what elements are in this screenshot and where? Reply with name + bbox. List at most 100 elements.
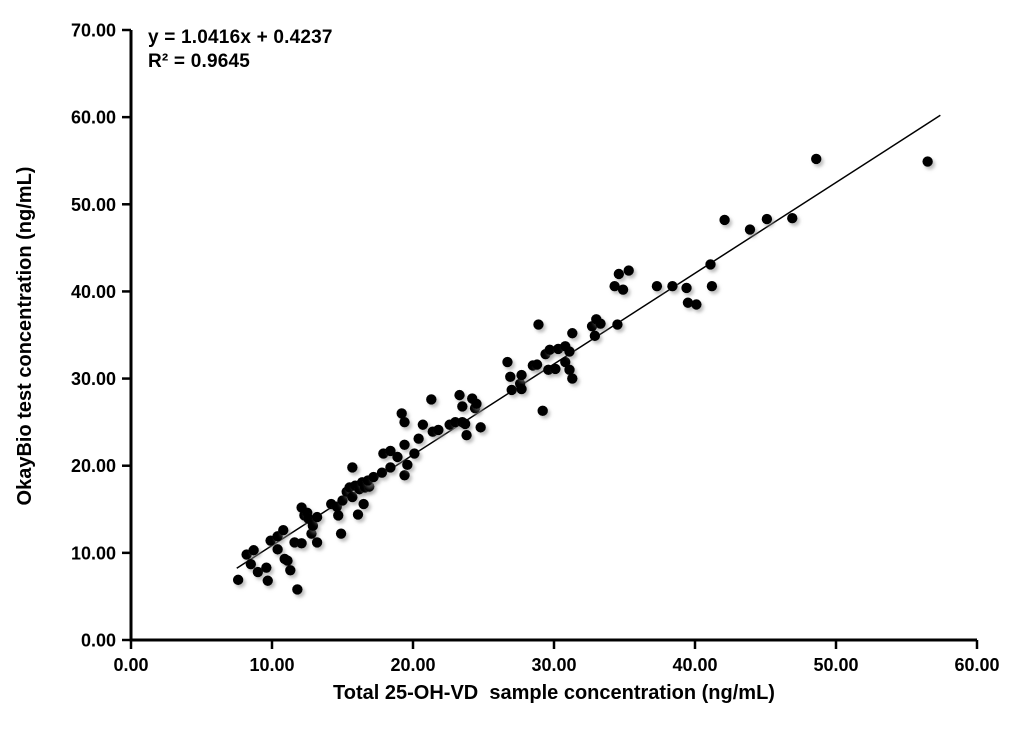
x-tick-label: 50.00 bbox=[813, 655, 858, 675]
data-point bbox=[595, 318, 606, 329]
data-point bbox=[613, 268, 625, 280]
data-point bbox=[516, 383, 527, 395]
data-point bbox=[461, 430, 472, 441]
data-point bbox=[376, 467, 388, 478]
data-point bbox=[399, 416, 410, 428]
data-point bbox=[651, 281, 663, 292]
data-point bbox=[682, 297, 694, 308]
data-point bbox=[352, 509, 364, 520]
data-point bbox=[347, 462, 358, 473]
data-point bbox=[531, 359, 543, 370]
data-point bbox=[705, 259, 716, 270]
data-point bbox=[550, 363, 561, 375]
r-squared-label: R² = 0.9645 bbox=[148, 51, 251, 72]
data-point bbox=[296, 538, 307, 549]
data-points bbox=[232, 153, 933, 595]
data-point bbox=[409, 448, 420, 459]
x-tick-label: 30.00 bbox=[531, 655, 576, 675]
data-point bbox=[564, 346, 575, 357]
data-point bbox=[347, 491, 358, 503]
y-axis-title: OkayBio test concentration (ng/mL) bbox=[14, 166, 36, 506]
data-point bbox=[506, 384, 517, 396]
y-tick-label: 40.00 bbox=[71, 282, 116, 302]
data-point bbox=[564, 364, 575, 376]
data-point bbox=[457, 401, 468, 412]
data-point bbox=[537, 405, 548, 417]
data-point bbox=[475, 422, 486, 433]
data-point bbox=[245, 558, 257, 570]
data-point bbox=[609, 281, 620, 292]
data-point bbox=[385, 445, 396, 457]
data-point bbox=[667, 281, 678, 292]
data-point bbox=[706, 281, 718, 292]
y-tick-label: 0.00 bbox=[81, 631, 116, 651]
data-point bbox=[292, 584, 303, 595]
data-point bbox=[560, 356, 571, 368]
data-point bbox=[232, 574, 244, 586]
data-point bbox=[744, 224, 756, 235]
y-tick-label: 70.00 bbox=[71, 21, 116, 41]
data-point bbox=[691, 299, 702, 310]
y-tick-label: 50.00 bbox=[71, 195, 116, 215]
data-point bbox=[272, 544, 283, 555]
data-point bbox=[433, 424, 444, 436]
data-point bbox=[392, 451, 403, 463]
data-point bbox=[623, 265, 634, 276]
data-point bbox=[402, 459, 413, 471]
data-point bbox=[306, 528, 317, 539]
x-tick-label: 20.00 bbox=[390, 655, 435, 675]
data-point bbox=[516, 369, 527, 381]
data-point bbox=[333, 510, 344, 521]
y-tick-label: 60.00 bbox=[71, 108, 116, 128]
data-point bbox=[459, 418, 471, 430]
data-point bbox=[811, 153, 822, 165]
data-point bbox=[544, 344, 555, 356]
data-point bbox=[617, 284, 629, 295]
data-point bbox=[396, 408, 407, 419]
data-point bbox=[311, 537, 323, 548]
data-point bbox=[385, 462, 396, 473]
data-point bbox=[454, 389, 465, 401]
data-point bbox=[761, 213, 773, 225]
data-point bbox=[612, 319, 623, 330]
data-point bbox=[262, 575, 273, 586]
data-point bbox=[311, 511, 323, 523]
data-point bbox=[278, 525, 289, 536]
data-point bbox=[399, 470, 410, 481]
x-tick-label: 10.00 bbox=[249, 655, 294, 675]
data-point bbox=[399, 439, 410, 450]
data-point bbox=[589, 330, 601, 342]
data-point bbox=[719, 214, 730, 226]
data-point bbox=[426, 394, 437, 405]
data-point bbox=[533, 319, 544, 330]
data-point bbox=[261, 562, 272, 573]
y-tick-label: 10.00 bbox=[71, 543, 116, 563]
data-point bbox=[681, 282, 692, 294]
data-point bbox=[252, 566, 264, 578]
x-tick-label: 60.00 bbox=[954, 655, 999, 675]
data-point bbox=[248, 545, 259, 556]
tick-marks-and-labels: 0.00 10.00 20.00 30.00 40.00 50.00 60.00 0.00 10… bbox=[71, 21, 1000, 676]
data-point bbox=[922, 156, 933, 167]
y-tick-label: 30.00 bbox=[71, 369, 116, 389]
data-point bbox=[307, 520, 319, 532]
data-point bbox=[368, 471, 379, 483]
data-point bbox=[282, 555, 293, 566]
y-tick-label: 20.00 bbox=[71, 456, 116, 476]
data-point bbox=[471, 398, 482, 410]
data-point bbox=[413, 433, 424, 444]
trendline-equation: y = 1.0416x + 0.4237 bbox=[148, 27, 333, 48]
data-point bbox=[358, 498, 369, 510]
x-tick-label: 40.00 bbox=[672, 655, 717, 675]
data-point bbox=[337, 495, 348, 506]
data-point bbox=[417, 419, 429, 430]
data-point bbox=[285, 565, 296, 576]
x-tick-label: 0.00 bbox=[113, 655, 148, 675]
data-point bbox=[335, 528, 347, 539]
data-point bbox=[567, 373, 578, 384]
data-point bbox=[505, 371, 516, 383]
data-point bbox=[502, 356, 513, 368]
data-point bbox=[787, 213, 798, 224]
